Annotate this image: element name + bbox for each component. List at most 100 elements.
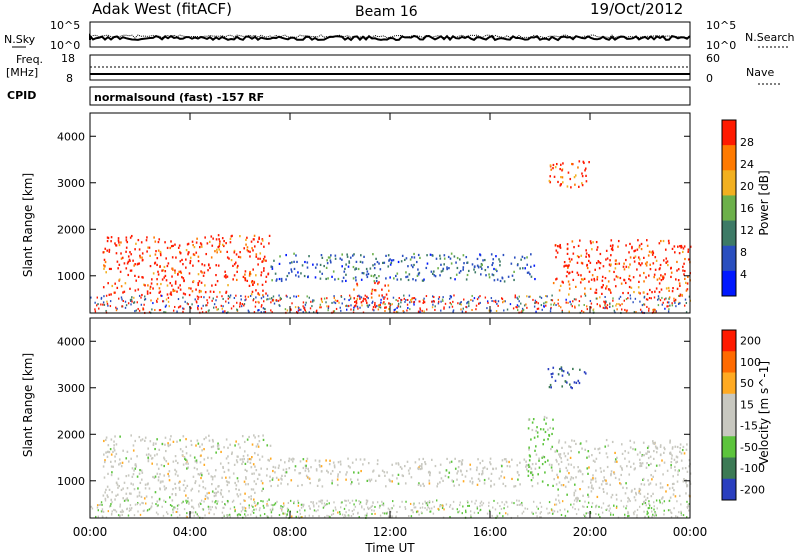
- scatter-cell: [293, 502, 295, 505]
- scatter-cell: [167, 296, 170, 299]
- scatter-cell: [389, 258, 391, 261]
- scatter-cell: [266, 298, 268, 301]
- scatter-cell: [114, 460, 116, 463]
- scatter-cell: [251, 472, 253, 475]
- scatter-cell: [153, 476, 156, 479]
- scatter-cell: [350, 308, 352, 311]
- scatter-cell: [413, 256, 416, 259]
- scatter-cell: [379, 514, 382, 517]
- scatter-cell: [298, 306, 300, 309]
- scatter-cell: [280, 279, 283, 283]
- scatter-cell: [248, 506, 250, 509]
- scatter-cell: [242, 455, 245, 458]
- scatter-cell: [680, 459, 683, 462]
- scatter-cell: [263, 513, 266, 516]
- scatter-cell: [238, 513, 240, 516]
- scatter-cell: [426, 504, 429, 507]
- scatter-cell: [179, 305, 182, 308]
- scatter-cell: [612, 299, 614, 302]
- scatter-cell: [233, 274, 236, 277]
- scatter-cell: [536, 435, 539, 438]
- scatter-cell: [239, 493, 242, 496]
- scatter-cell: [302, 458, 305, 461]
- scatter-cell: [350, 481, 353, 484]
- scatter-cell: [555, 162, 558, 166]
- scatter-cell: [447, 476, 450, 479]
- scatter-cell: [532, 418, 535, 421]
- scatter-cell: [248, 496, 250, 499]
- scatter-cell: [481, 470, 484, 473]
- scatter-cell: [668, 301, 670, 304]
- scatter-cell: [133, 488, 136, 491]
- scatter-cell: [200, 474, 203, 477]
- scatter-cell: [232, 499, 235, 502]
- scatter-cell: [326, 469, 328, 472]
- scatter-cell: [257, 445, 260, 448]
- scatter-cell: [678, 511, 680, 514]
- scatter-cell: [217, 500, 219, 503]
- scatter-cell: [683, 245, 686, 248]
- scatter-cell: [174, 506, 176, 509]
- scatter-cell: [129, 299, 132, 302]
- scatter-cell: [636, 268, 638, 271]
- scatter-cell: [653, 505, 655, 508]
- colorbar-segment: [722, 415, 736, 437]
- scatter-cell: [321, 499, 324, 502]
- scatter-cell: [280, 458, 282, 462]
- scatter-cell: [551, 294, 553, 297]
- scatter-cell: [596, 297, 598, 300]
- scatter-cell: [237, 443, 240, 446]
- scatter-cell: [389, 276, 391, 279]
- scatter-cell: [544, 301, 547, 304]
- scatter-cell: [289, 296, 291, 299]
- scatter-cell: [185, 499, 187, 502]
- scatter-cell: [208, 309, 210, 312]
- scatter-cell: [626, 515, 629, 518]
- scatter-cell: [636, 508, 639, 511]
- scatter-cell: [171, 505, 173, 508]
- scatter-cell: [125, 246, 128, 249]
- scatter-cell: [387, 507, 390, 510]
- scatter-cell: [208, 508, 210, 511]
- scatter-cell: [587, 501, 590, 504]
- scatter-cell: [284, 512, 286, 515]
- scatter-cell: [130, 234, 133, 238]
- scatter-cell: [187, 497, 189, 500]
- scatter-cell: [639, 264, 642, 267]
- scatter-cell: [364, 294, 366, 297]
- scatter-cell: [443, 254, 446, 257]
- scatter-cell: [592, 474, 594, 477]
- scatter-cell: [172, 508, 175, 511]
- scatter-cell: [572, 300, 574, 303]
- scatter-cell: [141, 252, 144, 255]
- scatter-cell: [533, 436, 536, 439]
- scatter-cell: [417, 510, 419, 513]
- scatter-cell: [301, 516, 303, 519]
- scatter-cell: [201, 271, 203, 274]
- scatter-cell: [183, 279, 185, 282]
- scatter-cell: [623, 513, 626, 516]
- scatter-cell: [541, 456, 544, 459]
- scatter-cell: [163, 276, 166, 279]
- scatter-cell: [596, 303, 598, 306]
- scatter-cell: [625, 486, 628, 490]
- scatter-cell: [295, 311, 298, 314]
- scatter-cell: [106, 249, 109, 252]
- scatter-cell: [239, 251, 241, 254]
- scatter-cell: [101, 510, 104, 513]
- scatter-cell: [243, 303, 246, 306]
- scatter-cell: [306, 261, 309, 264]
- scatter-cell: [625, 265, 628, 268]
- scatter-cell: [368, 478, 371, 481]
- scatter-cell: [632, 462, 635, 465]
- scatter-cell: [331, 469, 334, 473]
- scatter-cell: [348, 509, 350, 512]
- scatter-cell: [259, 507, 261, 510]
- scatter-cell: [556, 460, 558, 463]
- scatter-cell: [648, 250, 651, 253]
- scatter-cell: [106, 302, 109, 305]
- scatter-cell: [383, 301, 385, 304]
- scatter-cell: [399, 305, 402, 308]
- scatter-cell: [653, 508, 655, 511]
